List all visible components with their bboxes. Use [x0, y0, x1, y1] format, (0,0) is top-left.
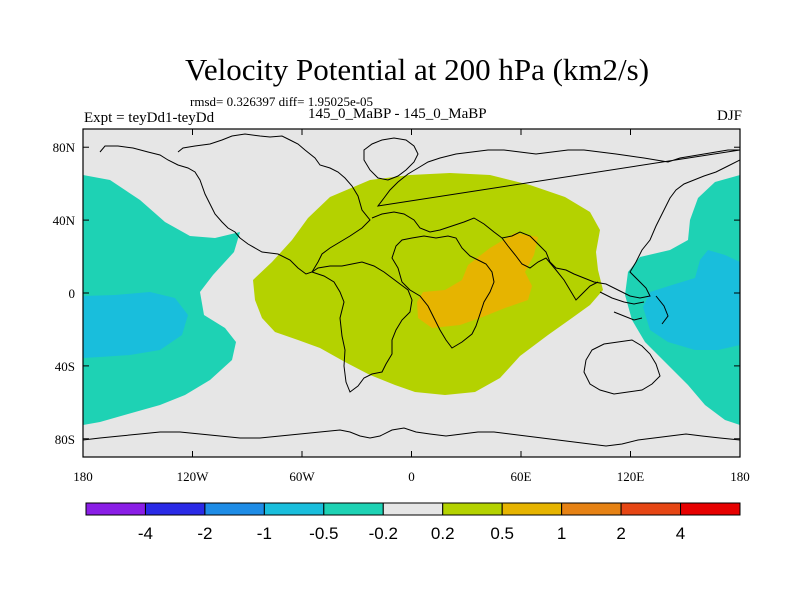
south-america-coast — [310, 261, 413, 393]
colorbar-label: -1 — [257, 524, 272, 543]
colorbar-label: 1 — [557, 524, 566, 543]
colorbar-label: 4 — [676, 524, 685, 543]
australia-coast — [583, 339, 661, 395]
colorbar: -4 -2 -1 -0.5 -0.2 0.2 0.5 1 2 4 — [85, 502, 741, 543]
colorbar-box — [382, 502, 444, 516]
colorbar-label: -2 — [197, 524, 212, 543]
colorbar-box — [85, 502, 146, 516]
experiment-label: Expt = teyDd1-teyDd — [84, 110, 215, 126]
x-tick-label: 180 — [73, 469, 93, 484]
colorbar-box — [501, 502, 563, 516]
colorbar-label: 2 — [616, 524, 625, 543]
colorbar-box — [263, 502, 325, 516]
colorbar-box — [144, 502, 206, 516]
comparison-label: 145_0_MaBP - 145_0_MaBP — [308, 106, 487, 122]
x-tick-label: 0 — [408, 469, 415, 484]
coastlines — [83, 133, 740, 447]
x-tick-label: 60E — [511, 469, 532, 484]
eastern-pacific-negative-core — [643, 250, 740, 350]
colorbar-label: -0.2 — [369, 524, 398, 543]
colorbar-label: -4 — [138, 524, 153, 543]
colorbar-box — [561, 502, 622, 516]
y-tick-label: 80S — [55, 432, 75, 447]
rmsd-diff-label: rmsd= 0.326397 diff= 1.95025e-05 — [190, 94, 374, 109]
y-tick-label: 0 — [69, 286, 76, 301]
antarctica-coast — [83, 427, 740, 447]
y-tick-label: 40N — [53, 213, 76, 228]
western-pacific-negative-core — [83, 292, 188, 358]
africa-coast — [391, 235, 495, 349]
colorbar-box — [620, 502, 682, 516]
x-tick-label: 120W — [177, 469, 210, 484]
x-tick-label: 120E — [617, 469, 645, 484]
eurasia-coast — [371, 149, 740, 299]
colorbar-box — [323, 502, 384, 516]
chart-title: Velocity Potential at 200 hPa (km2/s) — [184, 52, 650, 87]
colorbar-box — [442, 502, 503, 516]
season-label: DJF — [716, 108, 742, 124]
colorbar-label: 0.5 — [490, 524, 514, 543]
africa-positive-core — [417, 233, 538, 328]
x-tick-label: 60W — [289, 469, 315, 484]
arabia-india-coast — [501, 237, 599, 301]
africa-positive — [253, 173, 603, 395]
north-america-coast — [99, 133, 371, 275]
y-tick-label: 80N — [53, 140, 76, 155]
contour-fills — [83, 173, 740, 425]
greenland-coast — [363, 137, 419, 181]
y-tick-label: 40S — [55, 359, 75, 374]
colorbar-label: -0.5 — [309, 524, 338, 543]
southeast-asia-islands — [599, 291, 669, 325]
colorbar-box — [680, 502, 741, 516]
colorbar-label: 0.2 — [431, 524, 455, 543]
axes: 180 120W 60W 0 60E 120E 180 80N 40N 0 40S 80S — [53, 129, 750, 484]
colorbar-box — [204, 502, 265, 516]
x-tick-label: 180 — [730, 469, 750, 484]
